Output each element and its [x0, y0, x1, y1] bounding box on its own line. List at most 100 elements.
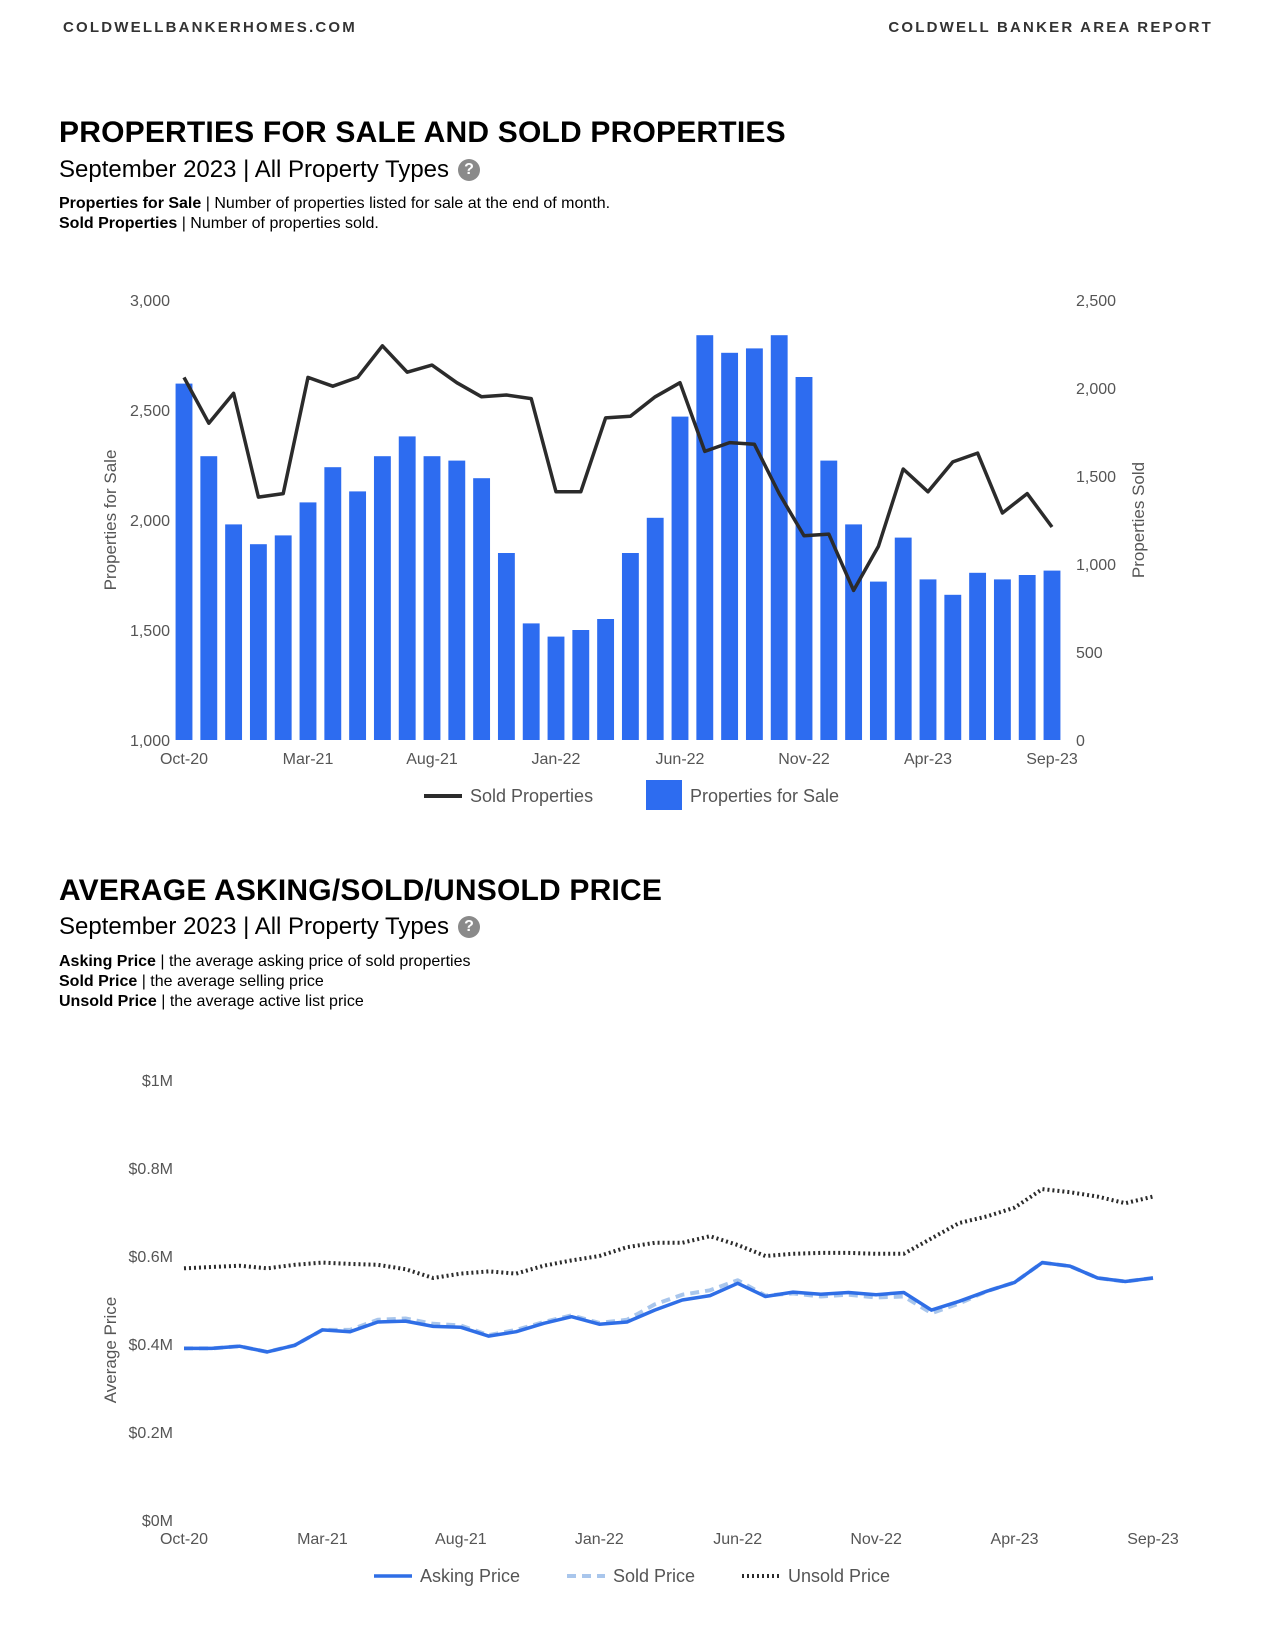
bar [845, 524, 863, 740]
x-tick-label: Aug-21 [406, 751, 458, 768]
y-axis-label: Average Price [101, 1297, 120, 1403]
bar [696, 335, 714, 740]
definition-text: | the average active list price [156, 993, 364, 1010]
definition-row: Sold Properties | Number of properties s… [59, 214, 610, 234]
bar [448, 460, 466, 740]
section1-title: PROPERTIES FOR SALE AND SOLD PROPERTIES [59, 116, 786, 149]
bar [621, 553, 639, 740]
sold-properties-line [182, 344, 1054, 593]
x-tick-label: Aug-21 [435, 1531, 487, 1548]
bar [919, 579, 937, 740]
x-tick-label: Nov-22 [850, 1531, 902, 1548]
bar [225, 524, 243, 740]
bar [671, 416, 689, 740]
y2-tick-label: 1,500 [1076, 469, 1116, 486]
y-tick-label: $0.6M [129, 1249, 173, 1266]
asking-price-line [184, 1260, 1154, 1354]
definition-term: Unsold Price [59, 993, 157, 1010]
definition-text: | Number of properties listed for sale a… [201, 195, 611, 212]
section2-title: AVERAGE ASKING/SOLD/UNSOLD PRICE [59, 874, 663, 907]
x-tick-label: Mar-21 [283, 751, 334, 768]
bar [770, 335, 788, 740]
y-tick-label: 2,000 [130, 513, 170, 530]
bar [497, 553, 515, 740]
bar [373, 456, 391, 740]
bar [547, 636, 565, 740]
properties-chart: 3,000 2,500 2,000 1,500 1,000 2,500 2,000 1,500… [101, 293, 1148, 810]
definition-term: Sold Properties [59, 215, 178, 232]
bar [869, 581, 887, 740]
bar [993, 579, 1011, 740]
definition-row: Sold Price | the average selling price [59, 972, 471, 992]
definition-text: | the average selling price [137, 973, 324, 990]
x-tick-label: Sep-23 [1127, 1531, 1179, 1548]
legend-label-properties-for-sale: Properties for Sale [690, 786, 839, 806]
bar [944, 594, 962, 740]
y-tick-label: 1,500 [130, 623, 170, 640]
definition-text: | Number of properties sold. [177, 215, 379, 232]
x-tick-label: Apr-23 [904, 751, 952, 768]
y2-tick-label: 2,500 [1076, 293, 1116, 310]
bar [274, 535, 292, 740]
section1-subtitle-text: September 2023 | All Property Types [59, 156, 450, 183]
x-tick-label: Oct-20 [160, 751, 208, 768]
bar [820, 460, 838, 740]
y-tick-label: $0.4M [129, 1337, 173, 1354]
bar [745, 348, 763, 740]
unsold-price-line [183, 1187, 1154, 1280]
bar [1043, 570, 1061, 740]
bar [894, 537, 912, 740]
definition-row: Properties for Sale | Number of properti… [59, 194, 610, 214]
definition-term: Properties for Sale [59, 195, 202, 212]
y2-tick-label: 0 [1076, 733, 1085, 750]
report-name: COLDWELL BANKER AREA REPORT [888, 19, 1213, 36]
x-tick-label: Jan-22 [575, 1531, 624, 1548]
x-tick-label: Sep-23 [1026, 751, 1078, 768]
bar [969, 572, 987, 740]
y-tick-label: 1,000 [130, 733, 170, 750]
y-tick-label: 3,000 [130, 293, 170, 310]
y-tick-label: 2,500 [130, 403, 170, 420]
bar [249, 544, 267, 740]
bar [200, 456, 218, 740]
definition-term: Asking Price [59, 953, 156, 970]
bar [522, 623, 540, 740]
bar [299, 502, 317, 740]
bar [175, 383, 193, 740]
bar [1018, 575, 1036, 740]
x-tick-label: Nov-22 [778, 751, 830, 768]
site-name: COLDWELLBANKERHOMES.COM [63, 19, 357, 36]
section1-subtitle: September 2023 | All Property Types ? [59, 156, 481, 184]
legend-label-sold-properties: Sold Properties [470, 786, 593, 806]
bar [324, 467, 342, 740]
help-icon[interactable]: ? [458, 916, 481, 938]
section1-definitions: Properties for Sale | Number of properti… [59, 194, 610, 234]
y-tick-label: $0.8M [129, 1161, 173, 1178]
bar [646, 517, 664, 740]
y-axis-label: Properties for Sale [101, 450, 120, 591]
definition-term: Sold Price [59, 973, 138, 990]
y-tick-label: $0.2M [129, 1425, 173, 1442]
bar [572, 630, 590, 740]
x-tick-label: Jun-22 [713, 1531, 762, 1548]
legend-swatch-properties-for-sale [646, 780, 682, 810]
x-tick-label: Apr-23 [991, 1531, 1039, 1548]
definition-row: Unsold Price | the average active list p… [59, 992, 471, 1012]
section2-definitions: Asking Price | the average asking price … [59, 952, 471, 1012]
section2-subtitle: September 2023 | All Property Types ? [59, 913, 481, 941]
y2-tick-label: 500 [1076, 645, 1103, 662]
definition-row: Asking Price | the average asking price … [59, 952, 471, 972]
y2-axis-label: Properties Sold [1129, 462, 1148, 578]
bar [721, 352, 739, 740]
section2-subtitle-text: September 2023 | All Property Types [59, 913, 450, 940]
y2-tick-label: 1,000 [1076, 557, 1116, 574]
bar [423, 456, 441, 740]
x-tick-label: Mar-21 [297, 1531, 348, 1548]
y-tick-label: $1M [142, 1073, 173, 1090]
bar [398, 436, 416, 740]
help-icon[interactable]: ? [458, 159, 481, 181]
legend-label-sold-price: Sold Price [613, 1566, 695, 1586]
y-tick-label: $0M [142, 1513, 173, 1530]
bar [795, 377, 813, 740]
